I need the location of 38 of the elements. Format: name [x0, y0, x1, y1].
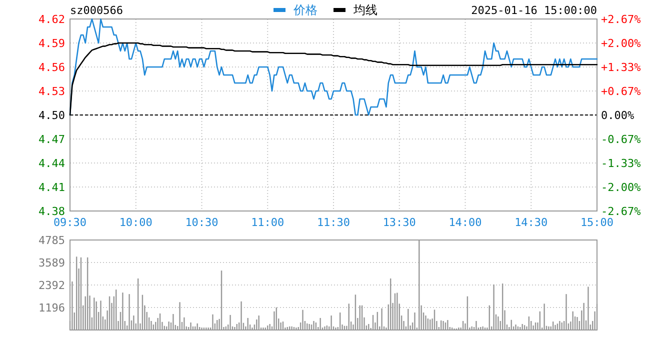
y-tick-label: 4.62: [38, 13, 65, 26]
x-tick-label: 14:30: [514, 216, 548, 229]
chart-title: sz000566: [70, 4, 123, 17]
y-tick-label: 3589: [38, 256, 65, 270]
x-tick-label: 11:00: [251, 216, 284, 229]
x-tick-label: 09:30: [53, 216, 87, 229]
y2-tick-label: -1.33%: [601, 156, 642, 170]
y-tick-label: 4.38: [38, 205, 65, 218]
y2-tick-label: 0.00%: [601, 109, 634, 122]
y-tick-label: 4785: [38, 234, 65, 247]
y2-tick-label: +1.33%: [601, 61, 642, 74]
y2-tick-label: -2.00%: [601, 180, 642, 194]
y-tick-label: 4.50: [38, 109, 65, 122]
y2-tick-label: +0.67%: [601, 84, 642, 98]
y-tick-label: 4.53: [38, 85, 65, 98]
x-tick-label: 15:00: [580, 216, 614, 229]
y-tick-label: 4.59: [38, 37, 65, 50]
y2-tick-label: +2.67%: [601, 13, 642, 26]
x-tick-label: 11:30: [316, 216, 350, 229]
x-tick-label: 10:30: [185, 216, 218, 229]
y-tick-label: 4.47: [38, 133, 65, 146]
y-tick-label: 4.56: [38, 61, 65, 74]
x-tick-label: 13:30: [382, 216, 416, 229]
text: 2025-01-16 15:00:00: [471, 4, 597, 17]
line-series: [69, 18, 598, 116]
y-tick-label: 2392: [38, 279, 65, 292]
legend-item: 均线: [334, 3, 378, 17]
y2-tick-label: +2.00%: [601, 37, 642, 50]
y2-tick-label: -0.67%: [601, 133, 642, 146]
x-tick-label: 14:00: [448, 216, 482, 229]
legend-item: 价格: [274, 3, 318, 17]
y-tick-label: 4.44: [38, 157, 66, 170]
y-tick-label: 1196: [38, 302, 65, 315]
x-tick-label: 10:00: [119, 216, 152, 229]
y-tick-label: 4.41: [38, 181, 65, 194]
legend-label: 均线: [352, 3, 378, 17]
legend-label: 价格: [292, 3, 318, 17]
y2-tick-label: -2.67%: [601, 205, 642, 218]
